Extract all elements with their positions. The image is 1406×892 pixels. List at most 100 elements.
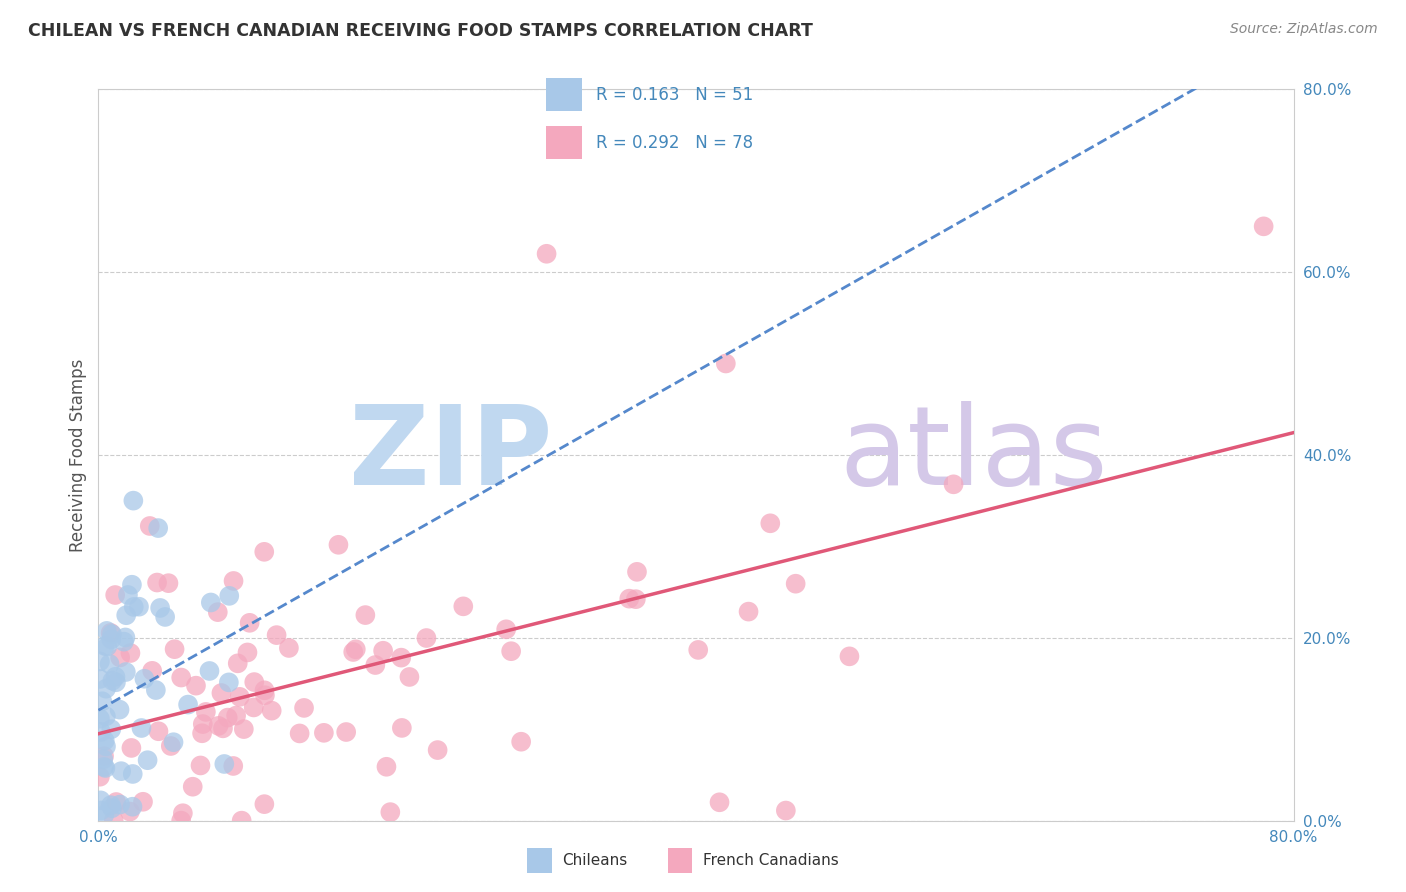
Point <box>194 705 217 719</box>
Point <box>737 605 759 619</box>
Point <box>1253 219 1275 234</box>
Point <box>354 608 377 623</box>
Point <box>118 805 141 819</box>
Point <box>288 726 311 740</box>
Text: R = 0.163   N = 51: R = 0.163 N = 51 <box>596 86 754 103</box>
Point <box>101 627 124 641</box>
Point <box>94 739 117 754</box>
Point <box>105 795 128 809</box>
Point <box>191 726 214 740</box>
Point <box>93 749 115 764</box>
Point <box>759 516 782 531</box>
Text: Chileans: Chileans <box>562 854 627 868</box>
Point <box>838 649 860 664</box>
Point <box>162 735 184 749</box>
Point <box>231 814 253 828</box>
Point <box>94 761 117 775</box>
Point <box>626 565 648 579</box>
Point <box>170 671 193 685</box>
Point <box>103 814 125 828</box>
Point <box>214 756 236 771</box>
Point <box>117 588 139 602</box>
Point <box>312 726 335 740</box>
Point <box>253 545 276 559</box>
Point <box>253 683 276 698</box>
Point <box>94 733 117 747</box>
Point <box>112 634 135 648</box>
Point <box>714 356 737 371</box>
FancyBboxPatch shape <box>668 848 693 873</box>
Point <box>222 574 245 588</box>
Point <box>104 675 127 690</box>
Point <box>100 798 122 813</box>
Text: Source: ZipAtlas.com: Source: ZipAtlas.com <box>1230 22 1378 37</box>
Point <box>90 793 112 807</box>
Point <box>191 717 214 731</box>
Point <box>371 644 394 658</box>
Point <box>218 675 240 690</box>
Point <box>335 725 357 739</box>
Point <box>226 657 249 671</box>
Point <box>344 642 367 657</box>
Point <box>93 760 115 774</box>
Point <box>239 615 262 630</box>
Point <box>229 690 252 704</box>
Point <box>501 644 523 658</box>
Point <box>292 701 315 715</box>
Point <box>236 645 259 659</box>
Point <box>619 591 641 606</box>
Point <box>495 622 517 636</box>
FancyBboxPatch shape <box>546 127 582 159</box>
Text: French Canadians: French Canadians <box>703 854 839 868</box>
Point <box>149 601 172 615</box>
Point <box>624 592 647 607</box>
Point <box>148 521 170 535</box>
Point <box>120 740 142 755</box>
Point <box>122 493 145 508</box>
Point <box>243 675 266 690</box>
Point <box>108 797 131 812</box>
Y-axis label: Receiving Food Stamps: Receiving Food Stamps <box>69 359 87 551</box>
Point <box>91 694 114 708</box>
Point <box>260 704 283 718</box>
Point <box>510 735 533 749</box>
FancyBboxPatch shape <box>546 78 582 111</box>
Point <box>101 801 124 815</box>
Point <box>94 639 117 653</box>
Point <box>98 657 121 671</box>
Point <box>190 758 212 772</box>
Point <box>157 576 180 591</box>
Point <box>89 770 111 784</box>
Point <box>184 679 207 693</box>
Point <box>177 698 200 712</box>
Point <box>222 759 245 773</box>
Point <box>104 588 127 602</box>
Text: CHILEAN VS FRENCH CANADIAN RECEIVING FOOD STAMPS CORRELATION CHART: CHILEAN VS FRENCH CANADIAN RECEIVING FOO… <box>28 22 813 40</box>
Point <box>114 665 136 679</box>
Point <box>96 640 118 654</box>
Point <box>93 808 115 822</box>
Point <box>342 645 364 659</box>
Point <box>217 710 239 724</box>
Point <box>148 724 170 739</box>
Point <box>536 246 558 260</box>
FancyBboxPatch shape <box>527 848 551 873</box>
Point <box>775 804 797 818</box>
Point <box>277 640 299 655</box>
Point <box>132 795 155 809</box>
Point <box>159 739 181 753</box>
Point <box>136 753 159 767</box>
Point <box>131 721 153 735</box>
Point <box>415 631 437 645</box>
Point <box>232 722 254 736</box>
Point <box>453 599 475 614</box>
Point <box>172 806 194 821</box>
Point <box>181 780 204 794</box>
Point <box>96 624 118 638</box>
Point <box>380 805 402 819</box>
Point <box>391 721 413 735</box>
Point <box>141 664 163 678</box>
Point <box>134 672 156 686</box>
Point <box>128 599 150 614</box>
Point <box>146 575 169 590</box>
